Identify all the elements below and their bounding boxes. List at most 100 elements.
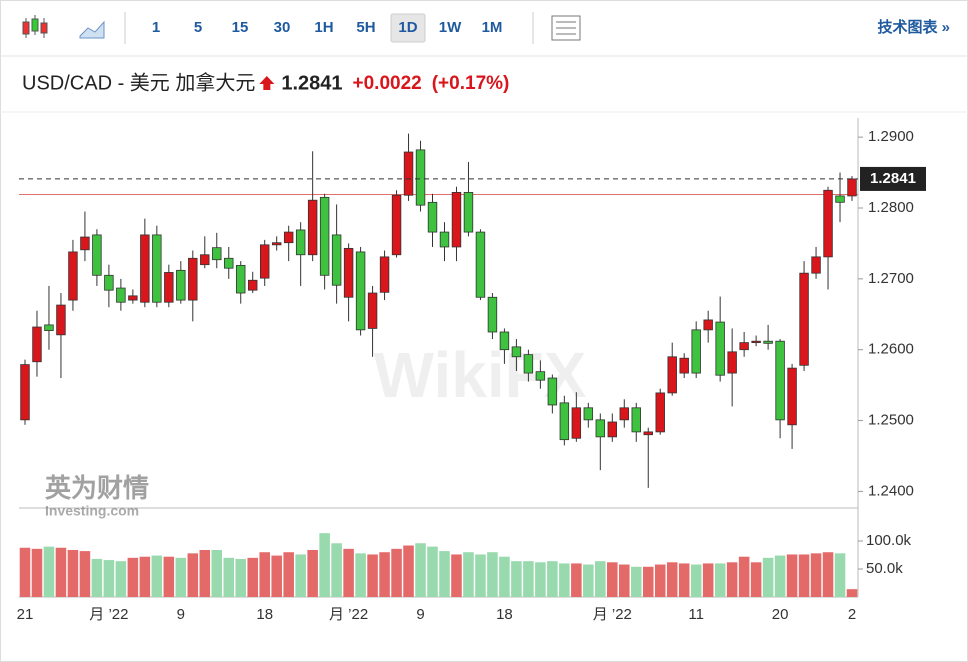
volume-bar [523, 561, 534, 597]
candle-body [823, 189, 833, 258]
volume-bar [714, 563, 726, 597]
x-tick-label: 11 [688, 606, 704, 623]
volume-bar [343, 548, 354, 597]
candle-body [80, 236, 90, 251]
volume-bar [463, 552, 474, 597]
volume-bar [595, 561, 606, 597]
volume-bar [666, 562, 678, 597]
volume-bar [283, 552, 294, 597]
candle-body [787, 367, 797, 426]
volume-bar [678, 563, 690, 597]
volume-bar [91, 558, 103, 597]
candle-body [775, 340, 785, 421]
candle-body [799, 272, 809, 366]
candle-body [44, 324, 54, 331]
interval-button[interactable]: 1 [152, 19, 160, 36]
volume-bar [415, 543, 426, 597]
candle-body [439, 231, 450, 248]
candle-body [547, 377, 558, 406]
candle-body [92, 234, 102, 276]
x-tick-label: 18 [256, 606, 273, 623]
volume-bar [846, 589, 858, 597]
volume-bar [726, 562, 738, 597]
x-tick-label: 21 [17, 606, 34, 623]
volume-tick-label: 50.0k [866, 560, 903, 577]
candle-body [595, 419, 606, 438]
candle-body [200, 254, 210, 266]
interval-button[interactable]: 1D [398, 19, 417, 36]
settings-icon[interactable] [551, 15, 581, 41]
interval-button[interactable]: 1M [482, 19, 503, 36]
x-tick-label: 月 ’22 [329, 606, 368, 623]
technical-chart-link[interactable]: 技术图表 » [877, 18, 950, 36]
candle-body [811, 256, 821, 274]
candle-body [20, 364, 30, 421]
candle-body [188, 257, 198, 301]
volume-bar [798, 554, 810, 597]
candle-body [751, 340, 761, 344]
candle-body [535, 371, 546, 381]
candle-body [259, 244, 270, 279]
candle-body [523, 354, 534, 374]
volume-bar [391, 548, 402, 597]
interval-button[interactable]: 30 [274, 19, 291, 36]
volume-bar [822, 552, 834, 597]
volume-bar [451, 554, 462, 597]
volume-bar [499, 556, 510, 597]
candle-body [236, 264, 246, 294]
volume-bar [103, 560, 115, 597]
volume-bar [211, 549, 223, 597]
volume-bar [690, 564, 702, 597]
volume-bar [547, 561, 558, 597]
price: 1.2841 [281, 72, 342, 94]
volume-bar [175, 557, 187, 597]
volume-bar [79, 551, 91, 597]
candle-body [619, 407, 629, 421]
x-tick-label: 2 [848, 606, 856, 623]
candle-body [295, 229, 306, 256]
volume-bar [619, 564, 630, 597]
x-tick-label: 20 [772, 606, 789, 623]
volume-bar [379, 552, 390, 597]
volume-bar [127, 557, 139, 597]
selected-interval [390, 13, 426, 43]
change: +0.0022 [353, 73, 422, 94]
volume-bar [307, 549, 318, 597]
volume-bar [367, 554, 378, 597]
volume-bar [535, 562, 546, 597]
interval-button[interactable]: 1H [314, 19, 333, 36]
candle-body [667, 356, 677, 394]
candle-body [739, 342, 749, 351]
candle-body [56, 304, 66, 336]
candle-body [559, 402, 570, 441]
interval-button[interactable]: 5 [194, 19, 202, 36]
candle-body [164, 272, 174, 303]
volume-bar [654, 564, 666, 597]
interval-button[interactable]: 1W [439, 19, 462, 36]
candle-body [152, 234, 162, 303]
volume-bar [630, 566, 642, 597]
candle-body [224, 257, 234, 269]
volume-bar [43, 546, 55, 597]
x-tick-label: 18 [496, 606, 513, 623]
candle-body [116, 287, 126, 303]
candle-body [715, 321, 725, 376]
line-icon[interactable] [79, 20, 105, 39]
volume-bar [583, 564, 594, 597]
candle-body [343, 247, 354, 298]
volume-bar [762, 557, 774, 597]
volume-bar [151, 555, 163, 597]
volume-bar [571, 563, 582, 597]
volume-bar [607, 562, 618, 597]
interval-button[interactable]: 5H [356, 19, 375, 36]
candle-body [835, 195, 845, 203]
volume-bar [187, 553, 199, 597]
candle-body [607, 421, 618, 438]
candle-icon[interactable] [22, 15, 48, 38]
interval-button[interactable]: 15 [232, 19, 249, 36]
volume-bar [810, 553, 822, 597]
quote-header: USD/CAD - 美元 加拿大元 1.2841 +0.0022 (+0.17%… [22, 70, 509, 94]
x-tick-label: 月 ’22 [593, 606, 632, 623]
volume-bar [139, 556, 151, 597]
candle-body [319, 196, 330, 276]
